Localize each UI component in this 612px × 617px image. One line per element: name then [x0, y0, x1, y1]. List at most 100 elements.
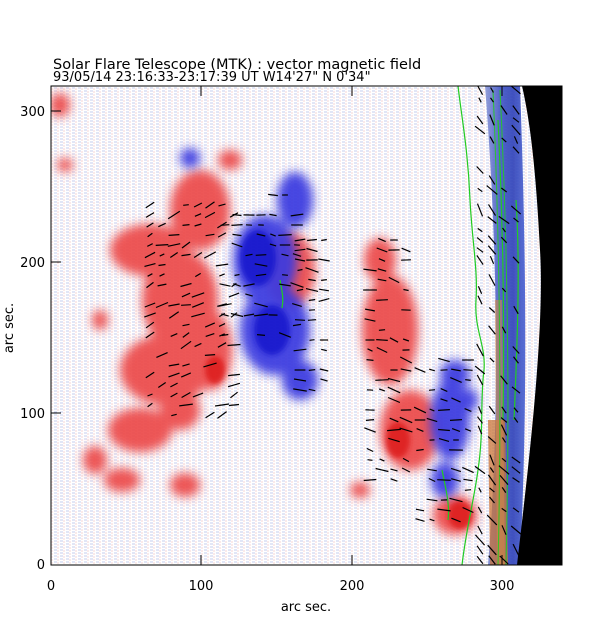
field-vector — [487, 245, 497, 255]
field-vector — [205, 233, 215, 237]
field-vector — [378, 329, 386, 331]
field-vector — [194, 223, 202, 227]
field-vector — [438, 409, 450, 411]
field-vector — [437, 479, 451, 481]
field-vector — [230, 312, 244, 318]
transverse-field-vectors — [144, 86, 522, 565]
field-vector — [478, 97, 482, 103]
field-vector — [512, 105, 520, 115]
field-vector — [377, 268, 387, 272]
field-vector — [500, 375, 508, 385]
field-vector — [511, 386, 521, 394]
field-vector — [228, 403, 240, 407]
field-vector — [438, 357, 450, 363]
field-vector — [487, 204, 497, 216]
field-vector — [474, 534, 486, 546]
field-vector — [292, 303, 302, 307]
field-vector — [159, 253, 165, 257]
field-vector — [321, 348, 327, 352]
field-vector — [232, 213, 242, 217]
field-vector — [440, 398, 448, 402]
field-vector — [269, 243, 277, 247]
field-vector — [476, 115, 484, 125]
field-vector — [501, 487, 507, 493]
field-vector — [269, 213, 277, 217]
field-vector — [156, 352, 168, 358]
field-vector — [488, 555, 496, 565]
field-vector — [171, 413, 177, 417]
field-vector — [416, 428, 424, 432]
field-vector — [513, 407, 519, 413]
field-vector — [181, 253, 191, 257]
field-vector — [488, 307, 496, 313]
field-vector — [440, 388, 448, 392]
field-vector — [389, 417, 399, 423]
field-vector — [487, 474, 497, 486]
field-vector — [144, 251, 156, 259]
field-vector — [489, 467, 495, 473]
field-vector — [477, 295, 483, 305]
field-vector — [170, 392, 178, 398]
field-vector — [511, 456, 521, 464]
field-vector — [462, 506, 474, 514]
field-vector — [388, 276, 400, 284]
field-vector — [488, 175, 496, 185]
field-vector — [181, 304, 191, 306]
y-tick-label-300: 300 — [20, 105, 45, 120]
field-vector — [243, 283, 255, 287]
field-vector — [402, 338, 410, 342]
field-vector — [390, 478, 398, 482]
field-vector — [318, 298, 330, 302]
field-vector — [501, 437, 507, 443]
field-vector — [145, 371, 155, 379]
field-vector — [500, 105, 508, 115]
field-vector — [476, 166, 484, 174]
field-vector — [182, 224, 190, 226]
field-vector — [477, 425, 483, 435]
field-vector — [147, 393, 153, 397]
field-vector — [502, 227, 506, 233]
field-vector — [500, 424, 508, 436]
field-vector — [193, 202, 203, 208]
field-vector — [465, 379, 471, 381]
field-vector — [451, 478, 461, 482]
field-vector — [282, 274, 288, 276]
field-vector — [319, 368, 329, 372]
field-vector — [221, 313, 229, 317]
field-vector — [194, 342, 202, 348]
field-vector — [476, 237, 484, 243]
axis-ticks — [50, 86, 562, 566]
field-vector — [254, 263, 268, 267]
field-vector — [364, 308, 376, 312]
field-vector — [501, 507, 507, 513]
y-tick-label-100: 100 — [20, 407, 45, 422]
field-vector — [487, 436, 497, 444]
field-vector — [365, 419, 375, 421]
field-vector — [451, 517, 461, 523]
field-vector — [194, 272, 202, 278]
field-vector — [512, 543, 520, 557]
field-vector — [227, 382, 241, 388]
field-vector — [427, 468, 437, 472]
field-vector — [387, 377, 401, 383]
field-vector — [486, 185, 498, 195]
field-vector — [488, 405, 496, 415]
field-vector — [512, 146, 520, 154]
field-vector — [451, 428, 461, 432]
field-vector — [414, 367, 426, 373]
field-vector — [399, 416, 413, 424]
field-vector — [294, 238, 306, 242]
field-vector — [290, 213, 304, 217]
field-vector — [307, 238, 317, 242]
field-vector — [378, 258, 386, 262]
field-vector — [477, 506, 483, 514]
x-tick-label-100: 100 — [189, 579, 214, 594]
field-vector — [499, 555, 509, 565]
field-vector — [228, 373, 240, 377]
field-vector — [279, 283, 291, 287]
field-vector — [462, 466, 474, 474]
field-vector — [477, 525, 483, 535]
field-vector — [488, 274, 496, 286]
field-vector — [489, 114, 495, 126]
field-vector — [205, 333, 215, 337]
